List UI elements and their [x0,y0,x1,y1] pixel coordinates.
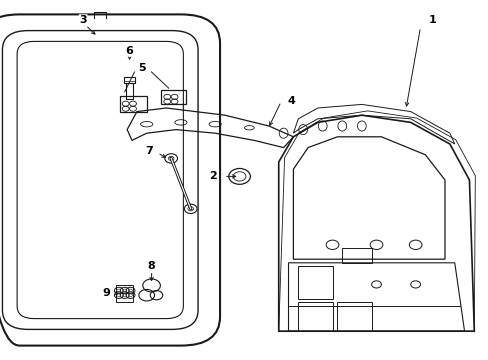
Bar [120,96,146,112]
Text: 8: 8 [147,261,155,271]
Text: 3: 3 [79,15,87,25]
Bar [337,302,371,331]
Bar [126,83,133,99]
Bar [124,77,135,83]
Bar [342,248,371,263]
Text: 6: 6 [125,46,133,56]
Bar [298,302,332,331]
Text: 7: 7 [145,146,153,156]
Bar [116,285,133,302]
Circle shape [184,204,197,213]
Text: 5: 5 [138,63,145,73]
Text: 9: 9 [102,288,110,298]
Circle shape [164,154,177,163]
Text: 2: 2 [208,171,216,181]
Bar [161,90,185,104]
Text: 1: 1 [428,15,436,25]
Text: 4: 4 [286,96,294,106]
Bar [298,266,332,299]
